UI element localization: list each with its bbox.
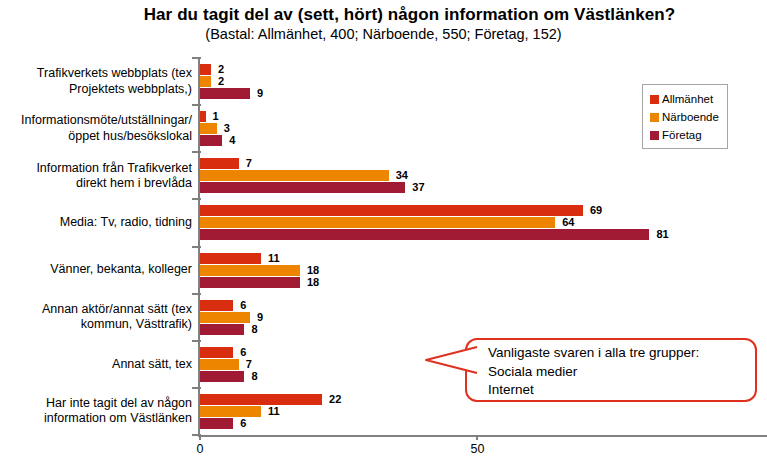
category-label: Har inte tagit del av någoninformation o…: [0, 388, 192, 435]
value-label: 4: [229, 135, 235, 146]
value-label: 7: [246, 359, 252, 370]
category-label-line: Annat sätt, tex: [112, 357, 192, 372]
bar-allmänhet: [200, 111, 206, 122]
value-label: 8: [251, 324, 257, 335]
category-label: Media: Tv, radio, tidning: [0, 199, 192, 246]
legend-item: Allmänhet: [643, 90, 727, 108]
chart: Har du tagit del av (sett, hört) någon i…: [0, 0, 767, 459]
value-label: 69: [590, 205, 602, 216]
bar-närboende: [200, 359, 239, 370]
bar-företag: [200, 88, 250, 99]
callout-line: Vanligaste svaren i alla tre grupper:: [488, 344, 749, 363]
bar-allmänhet: [200, 300, 233, 311]
category-label-line: Informationsmöte/utställningar/: [21, 113, 192, 128]
value-label: 81: [656, 229, 668, 240]
value-label: 9: [257, 312, 263, 323]
value-label: 8: [251, 371, 257, 382]
category-label-line: Vänner, bekanta, kolleger: [50, 262, 192, 277]
category-label-line: öppet hus/besökslokal: [68, 129, 192, 144]
bar-närboende: [200, 123, 217, 134]
value-label: 18: [307, 277, 319, 288]
callout-line: Internet: [488, 381, 749, 400]
category-label: Trafikverkets webbplats (texProjektets w…: [0, 58, 192, 105]
bar-närboende: [200, 217, 555, 228]
bar-närboende: [200, 406, 261, 417]
category-label: Information från Trafikverketdirekt hem …: [0, 152, 192, 199]
value-label: 6: [240, 347, 246, 358]
value-label: 3: [224, 123, 230, 134]
value-label: 22: [329, 394, 341, 405]
bar-närboende: [200, 170, 389, 181]
category-label: Annat sätt, tex: [0, 341, 192, 388]
legend-label: Allmänhet: [662, 93, 713, 105]
category-label-line: Annan aktör/annat sätt (tex: [42, 302, 192, 317]
x-axis: [198, 435, 767, 437]
category-label-line: Trafikverkets webbplats (tex: [37, 66, 192, 81]
bar-företag: [200, 277, 300, 288]
bar-närboende: [200, 312, 250, 323]
bar-allmänhet: [200, 347, 233, 358]
value-label: 11: [268, 253, 280, 264]
value-label: 64: [562, 217, 574, 228]
callout-tail-icon: [420, 344, 478, 376]
value-label: 2: [218, 76, 224, 87]
category-label: Vänner, bekanta, kolleger: [0, 247, 192, 294]
value-label: 7: [246, 158, 252, 169]
value-label: 37: [412, 182, 424, 193]
bar-företag: [200, 229, 649, 240]
category-label: Annan aktör/annat sätt (texkommun, Västt…: [0, 294, 192, 341]
legend-swatch-icon: [650, 113, 659, 122]
bar-företag: [200, 371, 244, 382]
callout: Vanligaste svaren i alla tre grupper: So…: [465, 338, 757, 402]
value-label: 34: [396, 170, 408, 181]
bar-företag: [200, 135, 222, 146]
category-labels: Trafikverkets webbplats (texProjektets w…: [0, 58, 192, 435]
bar-allmänhet: [200, 64, 211, 75]
value-label: 6: [240, 418, 246, 429]
chart-subtitle: (Bastal: Allmänhet, 400; Närboende, 550;…: [0, 26, 767, 42]
category-label-line: Har inte tagit del av någon: [46, 396, 192, 411]
category-label-line: Information från Trafikverket: [36, 161, 192, 176]
value-label: 9: [257, 88, 263, 99]
category-label-line: kommun, Västtrafik): [81, 317, 192, 332]
x-tick-label: 0: [183, 442, 217, 456]
bar-allmänhet: [200, 205, 583, 216]
bar-allmänhet: [200, 253, 261, 264]
bar-allmänhet: [200, 158, 239, 169]
category-label-line: Media: Tv, radio, tidning: [60, 215, 192, 230]
category-label-line: direkt hem i brevlåda: [76, 176, 192, 191]
bar-allmänhet: [200, 394, 322, 405]
value-label: 11: [268, 406, 280, 417]
legend-item: Företag: [643, 126, 727, 144]
chart-title: Har du tagit del av (sett, hört) någon i…: [52, 5, 767, 25]
bar-närboende: [200, 76, 211, 87]
legend-label: Närboende: [662, 111, 719, 123]
value-label: 1: [213, 111, 219, 122]
bar-närboende: [200, 265, 300, 276]
bar-företag: [200, 324, 244, 335]
legend-label: Företag: [662, 129, 702, 141]
legend-item: Närboende: [643, 108, 727, 126]
category-label: Informationsmöte/utställningar/öppet hus…: [0, 105, 192, 152]
category-label-line: information om Västlänken: [44, 411, 192, 426]
x-tick-label: 50: [460, 442, 494, 456]
legend: Allmänhet Närboende Företag: [642, 84, 728, 149]
legend-swatch-icon: [650, 95, 659, 104]
value-label: 6: [240, 300, 246, 311]
category-label-line: Projektets webbplats,): [69, 82, 192, 97]
bar-företag: [200, 182, 405, 193]
value-label: 18: [307, 265, 319, 276]
legend-swatch-icon: [650, 131, 659, 140]
bar-företag: [200, 418, 233, 429]
callout-line: Sociala medier: [488, 363, 749, 382]
y-axis: [198, 58, 200, 437]
value-label: 2: [218, 64, 224, 75]
